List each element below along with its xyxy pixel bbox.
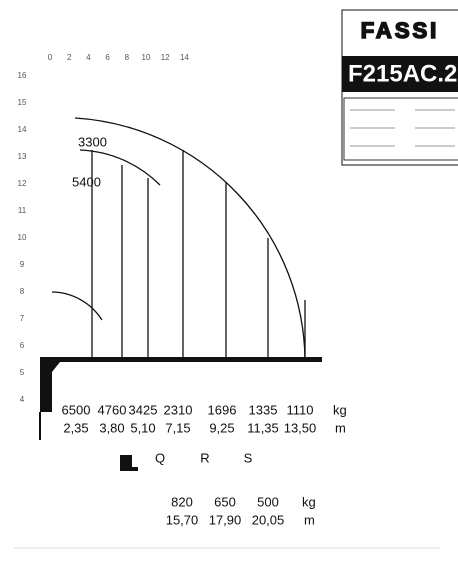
distance: 5,10 [130, 420, 155, 435]
distance: 7,15 [165, 420, 190, 435]
outer-curve [74, 117, 306, 361]
extension-distance: 17,90 [209, 512, 242, 527]
distance: 2,35 [63, 420, 88, 435]
top-axis-label: 0 [48, 53, 53, 62]
brand: FASSI [361, 18, 440, 43]
inner-curve [51, 291, 103, 321]
left-axis-label: 16 [18, 71, 27, 80]
left-axis-label: 8 [20, 287, 25, 296]
inner-curve [79, 149, 161, 186]
load: 6500 [62, 402, 91, 417]
load: 3425 [129, 402, 158, 417]
left-axis-label: 14 [18, 125, 27, 134]
distance: 9,25 [209, 420, 234, 435]
extension: Q [155, 450, 165, 465]
load: 1110 [287, 402, 314, 417]
extension: S [244, 450, 253, 465]
spec-lines [350, 109, 455, 147]
load: 1335 [249, 402, 278, 417]
left-axis-label: 10 [18, 233, 27, 242]
spec-table [343, 97, 458, 161]
distance-unit: m [335, 420, 346, 435]
load-unit: kg [302, 494, 316, 509]
extension: R [200, 450, 209, 465]
extension-load: 500 [257, 494, 279, 509]
curve-label: 3300 [78, 134, 107, 149]
model: F215AC.25 [348, 60, 458, 87]
baseline [40, 357, 322, 362]
top-axis-label: 14 [180, 53, 189, 62]
left-axis-label: 6 [20, 341, 25, 350]
top-axis-label: 6 [105, 53, 110, 62]
load: 1696 [208, 402, 237, 417]
top-axis-label: 12 [161, 53, 170, 62]
left-axis-label: 7 [20, 314, 25, 323]
extension-load: 820 [171, 494, 193, 509]
extension-load: 650 [214, 494, 236, 509]
load: 2310 [164, 402, 193, 417]
top-axis-label: 10 [142, 53, 151, 62]
extension-distance: 20,05 [252, 512, 285, 527]
left-axis-label: 13 [18, 152, 27, 161]
distance-unit: m [304, 512, 315, 527]
load: 4760 [98, 402, 127, 417]
extension-distance: 15,70 [166, 512, 199, 527]
distance: 13,50 [284, 420, 317, 435]
left-axis-label: 9 [20, 260, 25, 269]
crane-base [40, 362, 60, 412]
left-axis-label: 15 [18, 98, 27, 107]
left-axis-label: 4 [20, 395, 25, 404]
distance: 3,80 [99, 420, 124, 435]
top-axis-label: 2 [67, 53, 72, 62]
envelope [51, 117, 306, 361]
extension-icon [120, 455, 138, 471]
load-unit: kg [333, 402, 347, 417]
curve-label: 5400 [72, 174, 101, 189]
top-axis-label: 4 [86, 53, 91, 62]
top-axis-label: 8 [125, 53, 130, 62]
left-axis-label: 11 [18, 206, 27, 215]
left-axis-label: 5 [20, 368, 25, 377]
model-band [342, 56, 458, 92]
left-axis-label: 12 [18, 179, 27, 188]
distance: 11,35 [247, 420, 279, 435]
